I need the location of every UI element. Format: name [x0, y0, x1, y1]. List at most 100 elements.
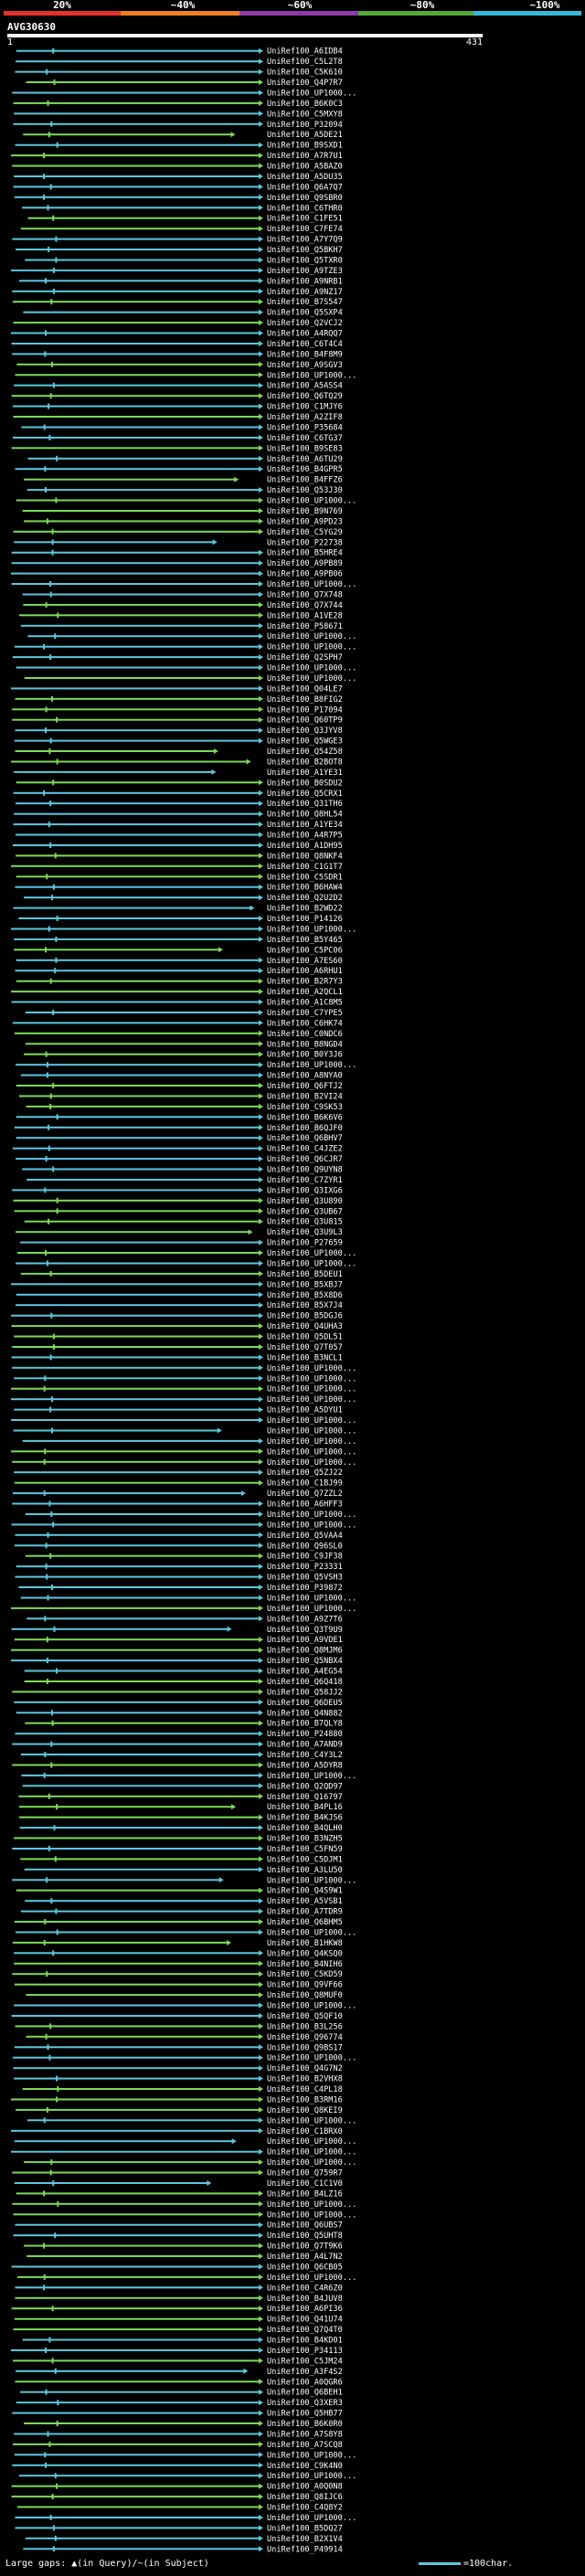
hit-label[interactable]: UniRef100_C9JF38	[267, 1553, 343, 1562]
hit-label[interactable]: UniRef100_B4GPR5	[267, 465, 343, 474]
hit-label[interactable]: UniRef100_C4R6Z0	[267, 2284, 343, 2293]
hit-label[interactable]: UniRef100_Q5CRX1	[267, 790, 343, 799]
hit-label[interactable]: UniRef100_Q3JYV8	[267, 726, 343, 736]
hit-label[interactable]: UniRef100_UP1000...	[267, 1260, 356, 1269]
hit-label[interactable]: UniRef100_C1BRX0	[267, 2127, 343, 2136]
hit-label[interactable]: UniRef100_UP1000...	[267, 1427, 356, 1436]
hit-label[interactable]: UniRef100_A9SGV3	[267, 361, 343, 370]
hit-label[interactable]: UniRef100_Q5TXR0	[267, 257, 343, 266]
hit-label[interactable]: UniRef100_B6K6V6	[267, 1113, 343, 1122]
hit-label[interactable]: UniRef100_UP1000...	[267, 1595, 356, 1604]
hit-label[interactable]: UniRef100_C7YPE5	[267, 1009, 343, 1018]
hit-label[interactable]: UniRef100_A9NRB1	[267, 277, 343, 286]
hit-label[interactable]: UniRef100_A1YE34	[267, 821, 343, 830]
hit-label[interactable]: UniRef100_Q3UB67	[267, 1207, 343, 1216]
hit-label[interactable]: UniRef100_P35684	[267, 424, 343, 433]
hit-label[interactable]: UniRef100_B9SE83	[267, 444, 343, 453]
hit-label[interactable]: UniRef100_A2ZIF8	[267, 413, 343, 422]
hit-label[interactable]: UniRef100_C5FN59	[267, 1845, 343, 1854]
hit-label[interactable]: UniRef100_A7S8Y8	[267, 2431, 343, 2440]
hit-label[interactable]: UniRef100_C9SK53	[267, 1103, 343, 1112]
hit-label[interactable]: UniRef100_Q9VF66	[267, 1981, 343, 1990]
hit-label[interactable]: UniRef100_A5BAZ0	[267, 163, 343, 172]
hit-label[interactable]: UniRef100_A4L7N2	[267, 2253, 343, 2262]
hit-label[interactable]: UniRef100_Q31TH6	[267, 800, 343, 809]
hit-label[interactable]: UniRef100_Q3T9U9	[267, 1626, 343, 1635]
hit-label[interactable]: UniRef100_B5X7J4	[267, 1301, 343, 1310]
hit-label[interactable]: UniRef100_Q41U74	[267, 2316, 343, 2325]
hit-label[interactable]: UniRef100_B2VHX8	[267, 2075, 343, 2084]
hit-label[interactable]: UniRef100_A0QGR6	[267, 2378, 343, 2387]
hit-label[interactable]: UniRef100_Q6DEU5	[267, 1699, 343, 1708]
hit-label[interactable]: UniRef100_Q6TQ29	[267, 392, 343, 401]
hit-label[interactable]: UniRef100_A5ASS4	[267, 382, 343, 391]
hit-label[interactable]: UniRef100_A7Y7Q9	[267, 236, 343, 245]
hit-label[interactable]: UniRef100_C5YG29	[267, 528, 343, 537]
hit-label[interactable]: UniRef100_A7ES60	[267, 957, 343, 966]
hit-label[interactable]: UniRef100_C4Y3L2	[267, 1751, 343, 1760]
hit-label[interactable]: UniRef100_C1BJ99	[267, 1479, 343, 1489]
hit-label[interactable]: UniRef100_UP1000...	[267, 664, 356, 673]
hit-label[interactable]: UniRef100_UP1000...	[267, 2472, 356, 2481]
hit-label[interactable]: UniRef100_A6HFF3	[267, 1500, 343, 1510]
hit-label[interactable]: UniRef100_B5HRE4	[267, 549, 343, 558]
hit-label[interactable]: UniRef100_B0Y3J6	[267, 1051, 343, 1060]
hit-label[interactable]: UniRef100_B4NIH6	[267, 1960, 343, 1969]
hit-label[interactable]: UniRef100_Q3U815	[267, 1218, 343, 1227]
hit-label[interactable]: UniRef100_UP1000...	[267, 1521, 356, 1530]
hit-label[interactable]: UniRef100_A3LU50	[267, 1866, 343, 1875]
hit-label[interactable]: UniRef100_B5DGJ6	[267, 1312, 343, 1321]
hit-label[interactable]: UniRef100_UP1000...	[267, 2274, 356, 2283]
hit-label[interactable]: UniRef100_Q8IJC6	[267, 2493, 343, 2502]
hit-label[interactable]: UniRef100_UP1000...	[267, 2137, 356, 2147]
hit-label[interactable]: UniRef100_A1C8M5	[267, 999, 343, 1008]
hit-label[interactable]: UniRef100_Q5DL51	[267, 1333, 343, 1342]
hit-label[interactable]: UniRef100_A5DE21	[267, 131, 343, 140]
hit-label[interactable]: UniRef100_B2R7Y3	[267, 978, 343, 987]
hit-label[interactable]: UniRef100_Q7T057	[267, 1343, 343, 1352]
hit-label[interactable]: UniRef100_P23331	[267, 1563, 343, 1572]
hit-label[interactable]: UniRef100_A7AND9	[267, 1741, 343, 1750]
hit-label[interactable]: UniRef100_A5VSB1	[267, 1897, 343, 1906]
hit-label[interactable]: UniRef100_Q7Q4T0	[267, 2326, 343, 2335]
hit-label[interactable]: UniRef100_UP1000...	[267, 1929, 356, 1938]
hit-label[interactable]: UniRef100_Q6BHV7	[267, 1134, 343, 1143]
hit-label[interactable]: UniRef100_UP1000...	[267, 1605, 356, 1614]
hit-label[interactable]: UniRef100_UP1000...	[267, 1249, 356, 1258]
hit-label[interactable]: UniRef100_UP1000...	[267, 674, 356, 684]
hit-label[interactable]: UniRef100_A7SCQ8	[267, 2441, 343, 2450]
hit-label[interactable]: UniRef100_A9TZE3	[267, 267, 343, 276]
hit-label[interactable]: UniRef100_B5DQ27	[267, 2524, 343, 2533]
hit-label[interactable]: UniRef100_UP1000...	[267, 1364, 356, 1373]
hit-label[interactable]: UniRef100_Q9BS17	[267, 2043, 343, 2052]
hit-label[interactable]: UniRef100_P49914	[267, 2545, 343, 2554]
hit-label[interactable]: UniRef100_Q5VAA4	[267, 1532, 343, 1541]
hit-label[interactable]: UniRef100_UP1000...	[267, 580, 356, 589]
hit-label[interactable]: UniRef100_Q6A7Q7	[267, 183, 343, 192]
hit-label[interactable]: UniRef100_Q3U9L3	[267, 1228, 343, 1237]
hit-label[interactable]: UniRef100_A0Q0N8	[267, 2483, 343, 2492]
hit-label[interactable]: UniRef100_B2BOT8	[267, 758, 343, 768]
hit-label[interactable]: UniRef100_A4EG54	[267, 1668, 343, 1677]
hit-label[interactable]: UniRef100_B4LZ16	[267, 2189, 343, 2199]
hit-label[interactable]: UniRef100_Q5ZJ22	[267, 1468, 343, 1478]
hit-label[interactable]: UniRef100_UP1000...	[267, 90, 356, 99]
hit-label[interactable]: UniRef100_Q8MUF0	[267, 1991, 343, 2000]
hit-label[interactable]: UniRef100_Q6BHM5	[267, 1918, 343, 1927]
hit-label[interactable]: UniRef100_UP1000...	[267, 2451, 356, 2460]
hit-label[interactable]: UniRef100_Q4P7R7	[267, 79, 343, 88]
hit-label[interactable]: UniRef100_P34113	[267, 2347, 343, 2356]
hit-label[interactable]: UniRef100_A6PI36	[267, 2305, 343, 2314]
hit-label[interactable]: UniRef100_Q8HL54	[267, 811, 343, 820]
hit-label[interactable]: UniRef100_A6IDB4	[267, 48, 343, 57]
hit-label[interactable]: UniRef100_C5PC06	[267, 946, 343, 955]
hit-label[interactable]: UniRef100_B4KJS6	[267, 1814, 343, 1823]
hit-label[interactable]: UniRef100_C4Q8Y2	[267, 2504, 343, 2513]
hit-label[interactable]: UniRef100_A1VE28	[267, 611, 343, 620]
hit-label[interactable]: UniRef100_C6TG37	[267, 434, 343, 443]
hit-label[interactable]: UniRef100_Q5QF10	[267, 2012, 343, 2021]
hit-label[interactable]: UniRef100_C5K610	[267, 69, 343, 78]
hit-label[interactable]: UniRef100_B3RM16	[267, 2096, 343, 2105]
hit-label[interactable]: UniRef100_Q8KEI9	[267, 2106, 343, 2115]
hit-label[interactable]: UniRef100_C1C1V0	[267, 2179, 343, 2189]
